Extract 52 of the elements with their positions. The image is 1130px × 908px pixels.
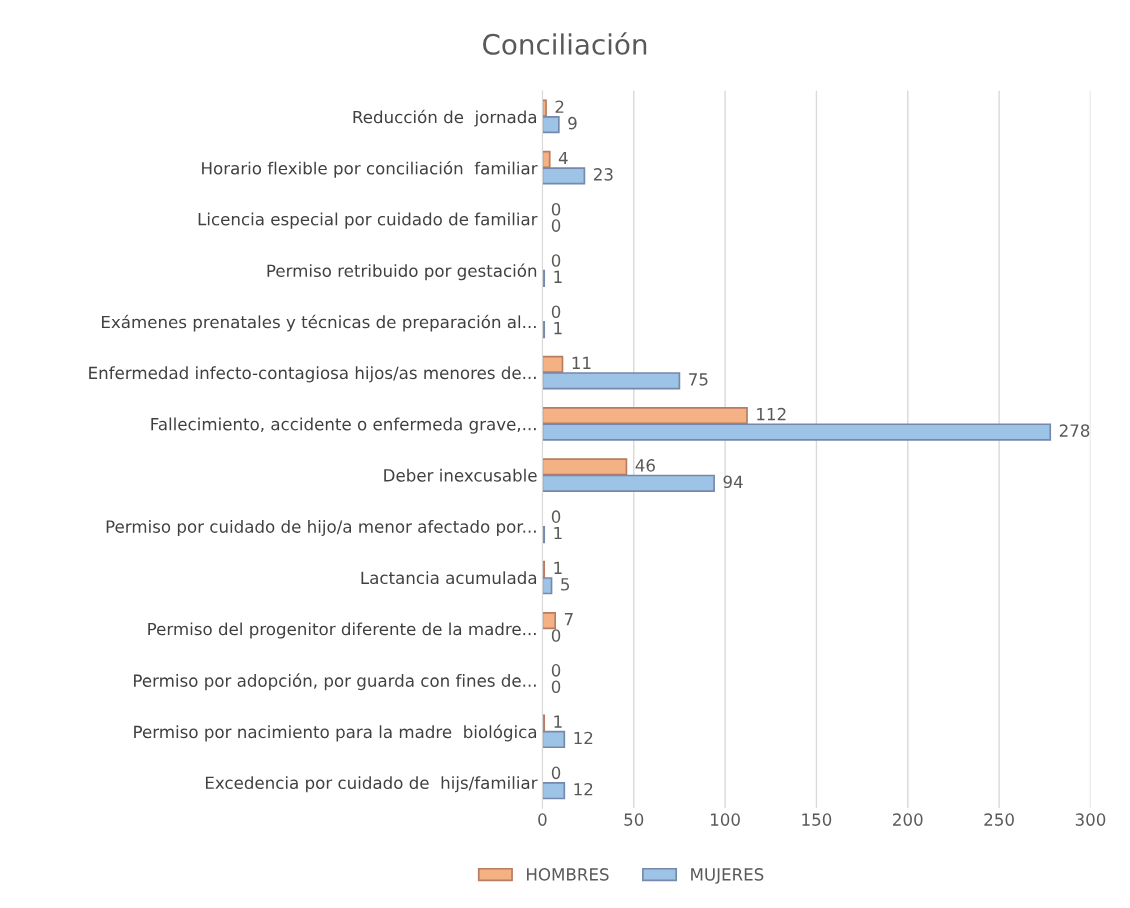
y-tick-label: Lactancia acumulada bbox=[361, 571, 537, 585]
y-tick-label: Excedencia por cuidado de hijs/familiar bbox=[205, 776, 538, 793]
data-label: 0 bbox=[551, 680, 561, 694]
data-label: 278 bbox=[1059, 424, 1090, 437]
x-tick-label: 200 bbox=[893, 813, 923, 826]
data-label: 0 bbox=[551, 219, 561, 232]
data-label: 9 bbox=[568, 116, 577, 130]
data-label: 5 bbox=[561, 578, 570, 591]
data-label: 1 bbox=[554, 526, 562, 540]
data-label: 0 bbox=[551, 510, 561, 523]
y-tick-label: Exámenes prenatales y técnicas de preparación al... bbox=[102, 314, 536, 332]
y-tick-label: Reducción de jornada bbox=[353, 109, 537, 127]
data-label: 7 bbox=[564, 613, 573, 626]
y-tick-label: Permiso por nacimiento para la madre biológica bbox=[134, 724, 537, 742]
data-label: 0 bbox=[551, 254, 561, 267]
x-tick-label: 150 bbox=[802, 813, 832, 826]
data-label: 1 bbox=[554, 561, 562, 574]
y-tick-label: Horario flexible por conciliación familiar bbox=[202, 160, 538, 178]
data-label: 4 bbox=[558, 151, 568, 165]
data-label: 75 bbox=[689, 373, 708, 386]
data-label: 12 bbox=[574, 731, 593, 745]
x-tick-label: 50 bbox=[624, 813, 644, 826]
data-label: 0 bbox=[551, 629, 561, 642]
data-label: 11 bbox=[572, 356, 591, 370]
data-label: 46 bbox=[635, 459, 655, 472]
y-tick-label: Permiso del progenitor diferente de la madre... bbox=[148, 622, 536, 639]
x-tick-label: 250 bbox=[984, 813, 1014, 826]
legend-label: MUJERES bbox=[691, 868, 764, 884]
legend-label: HOMBRES bbox=[527, 868, 609, 881]
y-tick-label: Fallecimiento, accidente o enfermeda grave,... bbox=[151, 417, 536, 434]
data-label: 23 bbox=[593, 168, 613, 181]
y-tick-label: Licencia especial por cuidado de familiar bbox=[198, 212, 538, 229]
data-label: 12 bbox=[574, 782, 593, 796]
data-label: 2 bbox=[555, 100, 564, 113]
data-label: 112 bbox=[757, 407, 786, 421]
data-label: 0 bbox=[551, 202, 561, 216]
x-tick-label: 0 bbox=[538, 813, 547, 826]
data-label: 0 bbox=[551, 305, 561, 319]
data-label: 1 bbox=[554, 270, 562, 283]
data-label: 1 bbox=[554, 715, 562, 728]
chart-title: Conciliación bbox=[483, 32, 647, 55]
data-label: 94 bbox=[723, 475, 743, 489]
y-tick-label: Enfermedad infecto-contagiosa hijos/as menores de... bbox=[89, 366, 536, 383]
y-tick-label: Permiso por adopción, por guarda con fines de... bbox=[134, 673, 536, 691]
x-tick-label: 100 bbox=[711, 813, 740, 826]
y-tick-label: Deber inexcusable bbox=[384, 468, 537, 482]
data-label: 0 bbox=[551, 766, 561, 780]
y-tick-label: Permiso por cuidado de hijo/a menor afectado por... bbox=[106, 519, 536, 537]
data-label: 0 bbox=[551, 664, 561, 677]
x-tick-label: 300 bbox=[1075, 813, 1106, 826]
data-label: 1 bbox=[554, 322, 562, 335]
y-tick-label: Permiso retribuido por gestación bbox=[267, 263, 537, 281]
